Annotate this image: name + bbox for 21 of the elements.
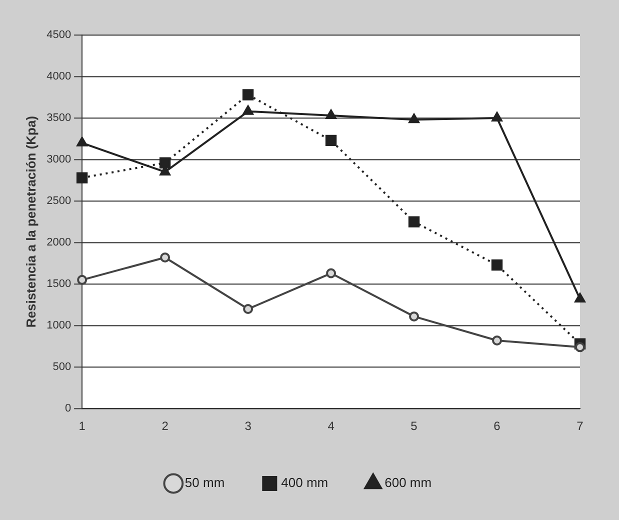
x-tick-label: 3 — [244, 419, 252, 434]
y-tick-label: 1500 — [46, 278, 72, 290]
x-tick-label: 4 — [328, 419, 335, 434]
y-tick-label: 3000 — [46, 154, 72, 166]
x-tick-label: 6 — [494, 419, 501, 434]
y-tick-label: 2000 — [46, 236, 72, 249]
x-tick-label: 2 — [162, 419, 169, 434]
x-tick-label: 7 — [576, 419, 584, 434]
y-tick-label: 4000 — [46, 70, 72, 83]
y-tick-label: 500 — [52, 361, 72, 374]
y-tick-label: 3500 — [46, 112, 72, 124]
x-tick-label: 5 — [410, 419, 418, 434]
x-tick-label: 1 — [78, 419, 86, 434]
y-tick-label: 2500 — [46, 195, 72, 208]
y-tick-label: 1000 — [46, 320, 72, 332]
legend-label: 600 mm — [384, 475, 432, 490]
legend-label: 50 mm — [184, 475, 225, 490]
y-tick-label: 0 — [64, 402, 72, 415]
legend-label: 400 mm — [281, 475, 328, 490]
y-tick-label: 4500 — [46, 29, 72, 42]
y-axis-title: Resistencia a la penetración (Kpa) — [23, 116, 38, 328]
